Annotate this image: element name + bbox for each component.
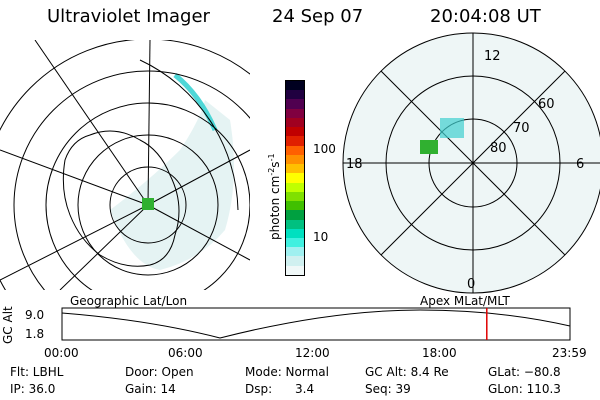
colorbar-swatch (286, 256, 304, 266)
mlt-label-6: 6 (576, 157, 585, 172)
mlt-label-12: 12 (484, 49, 501, 64)
timeline-xtick-1: 06:00 (168, 346, 203, 360)
timeline-xtick-4: 23:59 (552, 346, 587, 360)
status-glat: GLat: −80.8 (488, 365, 561, 379)
colorbar-swatch (286, 237, 304, 248)
status-seq: Seq: 39 (365, 382, 411, 396)
colorbar-swatch (286, 247, 304, 257)
colorbar-swatch (286, 108, 304, 118)
timeline-ytick-max: 9.0 (25, 308, 45, 322)
colorbar-swatch (286, 81, 304, 91)
observation-time: 20:04:08 UT (430, 6, 541, 27)
geo-map-label: Geographic Lat/Lon (70, 294, 188, 308)
polar-aurora (440, 118, 464, 138)
continent-outline (62, 130, 180, 267)
colorbar-swatch (286, 136, 304, 146)
colorbar-swatch (286, 145, 304, 155)
timeline-ytick-min: 1.8 (25, 327, 45, 341)
lat-label-60: 60 (538, 97, 555, 112)
lat-label-80: 80 (490, 141, 507, 156)
geo-oval-fill (110, 100, 234, 270)
colorbar-swatch (286, 265, 304, 275)
instrument-title: Ultraviolet Imager (47, 6, 210, 27)
colorbar-swatch (286, 201, 304, 211)
colorbar-swatch (286, 117, 304, 128)
timeline-xtick-2: 12:00 (295, 346, 330, 360)
observation-date: 24 Sep 07 (272, 6, 364, 27)
altitude-curve (61, 309, 571, 339)
colorbar-tick-10: 10 (313, 230, 329, 244)
colorbar-swatch (286, 99, 304, 109)
timeline-xtick-0: 00:00 (44, 346, 79, 360)
timeline-axis-label: GC Alt (1, 306, 15, 344)
status-ip: IP: 36.0 (10, 382, 56, 396)
mlt-label-18: 18 (346, 157, 363, 172)
colorbar (285, 80, 305, 276)
status-gc-alt: GC Alt: 8.4 Re (365, 365, 449, 379)
colorbar-swatch (286, 219, 304, 229)
colorbar-swatch (286, 164, 304, 174)
colorbar-swatch (286, 210, 304, 220)
status-glon: GLon: 110.3 (488, 382, 561, 396)
status-gain: Gain: 14 (125, 382, 176, 396)
colorbar-swatch (286, 191, 304, 202)
colorbar-swatch (286, 154, 304, 165)
mlt-label-0: 0 (467, 277, 476, 292)
status-door: Door: Open (125, 365, 194, 379)
lat-label-70: 70 (513, 121, 530, 136)
colorbar-tick-100: 100 (313, 142, 336, 156)
status-mode: Mode: Normal (245, 365, 329, 379)
status-filter: Flt: LBHL (10, 365, 64, 379)
colorbar-swatch (286, 127, 304, 137)
polar-map-label: Apex MLat/MLT (420, 294, 510, 308)
timeline-xtick-3: 18:00 (422, 346, 457, 360)
geo-peak-emission (142, 198, 154, 210)
colorbar-swatch (286, 182, 304, 192)
colorbar-swatch (286, 228, 304, 238)
status-dsp: Dsp: 3.4 (245, 382, 315, 396)
colorbar-swatch (286, 90, 304, 100)
colorbar-swatch (286, 173, 304, 183)
polar-peak-emission (420, 140, 438, 154)
